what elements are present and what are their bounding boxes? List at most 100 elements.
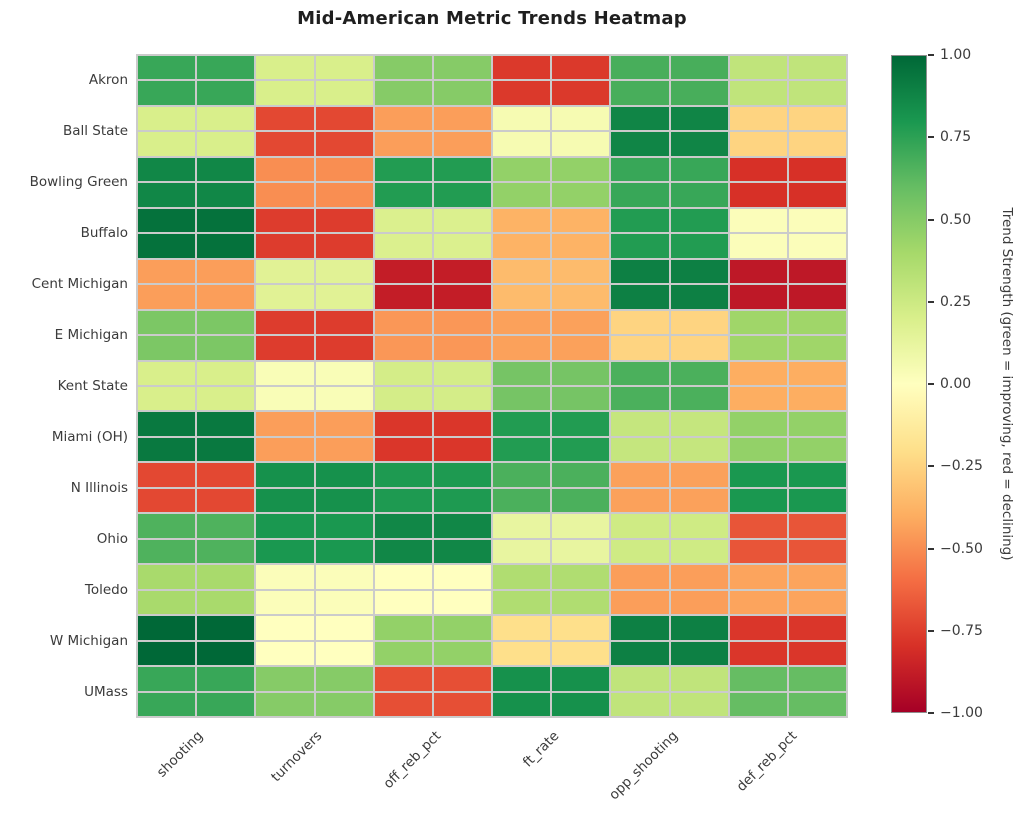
colorbar-tick-label: 0.50 <box>940 211 972 228</box>
heatmap-cell <box>670 285 728 309</box>
heatmap-cell <box>315 616 373 640</box>
heatmap-cell <box>552 106 610 131</box>
heatmap-cell <box>315 590 373 615</box>
heatmap-cell <box>611 157 669 182</box>
heatmap-cell <box>433 106 491 131</box>
heatmap-cell <box>788 132 846 156</box>
heatmap-cell <box>670 616 728 640</box>
heatmap-cell <box>788 183 846 207</box>
heatmap-cell <box>670 488 728 513</box>
heatmap-cell <box>611 234 669 258</box>
heatmap-cell <box>256 157 314 182</box>
heatmap-cell <box>374 463 432 487</box>
heatmap-cell <box>256 488 314 513</box>
y-tick-label: Bowling Green <box>29 173 128 190</box>
colorbar-tick-mark <box>928 629 934 632</box>
heatmap-cell <box>256 183 314 207</box>
heatmap-cell <box>315 463 373 487</box>
heatmap-cell <box>138 616 196 640</box>
heatmap-cell <box>256 106 314 131</box>
heatmap-cell <box>670 183 728 207</box>
heatmap-cell <box>433 208 491 233</box>
heatmap-cell <box>433 81 491 105</box>
heatmap-cell <box>729 183 787 207</box>
heatmap-cell <box>197 616 255 640</box>
heatmap-cell <box>611 590 669 615</box>
heatmap-cell <box>197 234 255 258</box>
heatmap-cell <box>197 692 255 716</box>
heatmap-cell <box>670 259 728 284</box>
heatmap-cell <box>256 514 314 538</box>
heatmap-cell <box>788 157 846 182</box>
heatmap-cell <box>729 616 787 640</box>
heatmap-cell <box>611 692 669 716</box>
heatmap-cell <box>788 234 846 258</box>
heatmap-cell <box>670 336 728 360</box>
heatmap-cell <box>729 692 787 716</box>
heatmap-cell <box>315 336 373 360</box>
heatmap-cell <box>138 310 196 335</box>
heatmap-cell <box>138 157 196 182</box>
y-tick-label: Kent State <box>57 377 128 394</box>
heatmap-cell <box>493 514 551 538</box>
heatmap-cell <box>493 463 551 487</box>
heatmap-cell <box>256 539 314 564</box>
heatmap-cell <box>197 208 255 233</box>
colorbar-tick-label: −1.00 <box>940 705 983 721</box>
heatmap-cell <box>374 259 432 284</box>
heatmap-cell <box>138 437 196 462</box>
y-tick-label: W Michigan <box>49 633 128 650</box>
heatmap-cell <box>315 667 373 691</box>
heatmap-cell <box>315 692 373 716</box>
heatmap-cell <box>611 310 669 335</box>
heatmap-cell <box>670 641 728 666</box>
y-tick-label: E Michigan <box>54 326 128 343</box>
heatmap-cell <box>493 641 551 666</box>
heatmap-cell <box>374 590 432 615</box>
heatmap-cell <box>197 361 255 385</box>
x-tick-label: ft_rate <box>520 728 563 771</box>
heatmap-cell <box>256 667 314 691</box>
heatmap-cell <box>256 386 314 411</box>
heatmap-cell <box>552 539 610 564</box>
heatmap-cell <box>552 667 610 691</box>
colorbar <box>891 55 927 713</box>
heatmap-cell <box>197 285 255 309</box>
heatmap-cell <box>256 259 314 284</box>
heatmap-cell <box>552 463 610 487</box>
colorbar-tick-mark <box>928 465 934 468</box>
heatmap-cell <box>256 208 314 233</box>
heatmap-cell <box>433 463 491 487</box>
heatmap-cell <box>256 616 314 640</box>
heatmap-cell <box>670 81 728 105</box>
heatmap-cell <box>138 56 196 80</box>
heatmap-cell <box>374 157 432 182</box>
heatmap-cell <box>552 514 610 538</box>
heatmap-cell <box>256 565 314 589</box>
heatmap-cell <box>729 56 787 80</box>
heatmap-cell <box>611 106 669 131</box>
heatmap-cell <box>374 488 432 513</box>
colorbar-tick-label: 0.00 <box>940 376 972 392</box>
heatmap-cell <box>315 437 373 462</box>
heatmap-cell <box>374 132 432 156</box>
colorbar-tick-label: −0.25 <box>940 458 983 475</box>
heatmap-cell <box>197 259 255 284</box>
heatmap-cell <box>729 361 787 385</box>
heatmap-cell <box>256 437 314 462</box>
heatmap-cell <box>729 565 787 589</box>
heatmap-cell <box>493 81 551 105</box>
heatmap-grid <box>136 54 848 718</box>
heatmap-cell <box>374 336 432 360</box>
heatmap-cell <box>552 616 610 640</box>
heatmap-cell <box>670 157 728 182</box>
heatmap-cell <box>197 437 255 462</box>
heatmap-cell <box>729 437 787 462</box>
colorbar-label: Trend Strength (green = improving, red =… <box>999 207 1015 561</box>
heatmap-cell <box>315 106 373 131</box>
heatmap-cell <box>315 285 373 309</box>
heatmap-cell <box>138 361 196 385</box>
heatmap-cell <box>552 361 610 385</box>
x-tick-label: shooting <box>154 728 207 781</box>
